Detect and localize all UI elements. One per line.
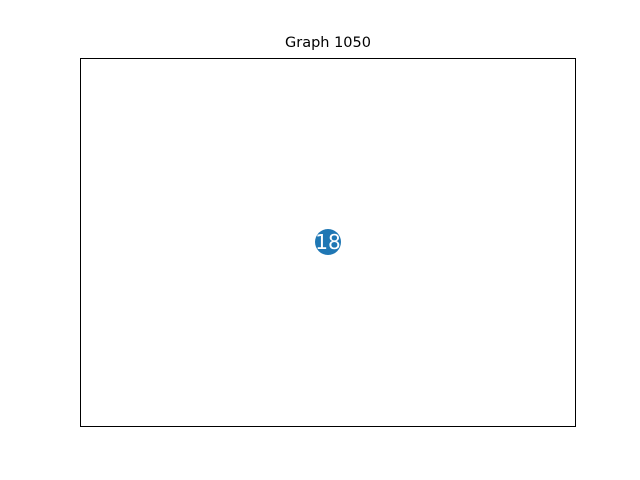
graph-node-circle [315,229,341,255]
node-layer: 18 [315,229,341,255]
graph-node-label: 18 [315,230,340,254]
graph-title: Graph 1050 [285,35,371,51]
graph-node: 18 [315,229,341,255]
